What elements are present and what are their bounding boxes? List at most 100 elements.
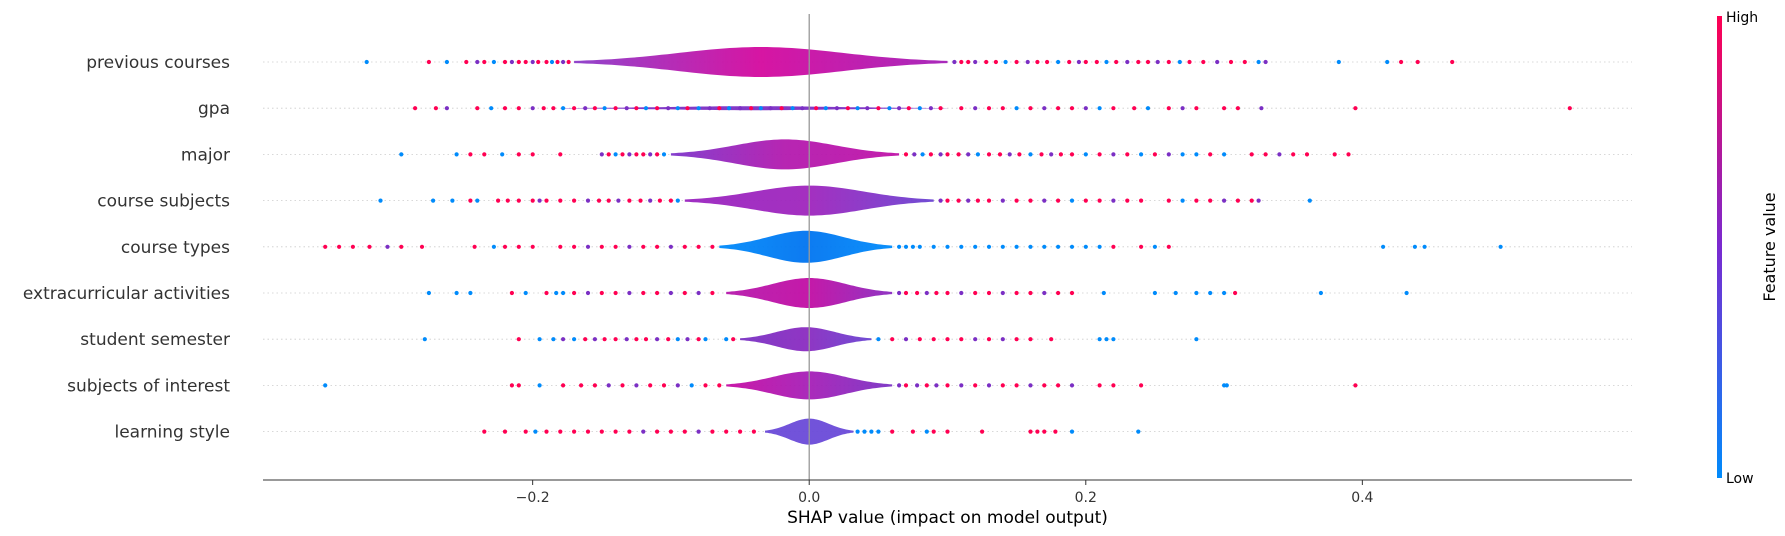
data-point bbox=[675, 106, 680, 111]
data-point bbox=[751, 429, 757, 434]
data-point bbox=[661, 383, 667, 388]
data-point bbox=[1083, 59, 1088, 65]
data-point bbox=[707, 106, 712, 111]
data-point bbox=[1155, 59, 1160, 65]
data-point bbox=[454, 152, 459, 157]
data-point bbox=[323, 244, 328, 249]
data-point bbox=[1028, 106, 1033, 111]
data-point bbox=[1450, 59, 1455, 65]
data-point bbox=[959, 290, 964, 296]
data-point bbox=[934, 383, 939, 388]
data-point bbox=[572, 106, 577, 111]
data-point bbox=[579, 383, 584, 388]
data-point bbox=[666, 337, 671, 342]
data-point bbox=[738, 429, 743, 434]
data-point bbox=[920, 152, 925, 157]
data-point bbox=[505, 198, 510, 203]
data-point bbox=[1069, 383, 1075, 388]
data-point bbox=[1014, 106, 1019, 111]
data-point bbox=[620, 152, 625, 157]
data-point bbox=[703, 337, 708, 342]
data-point bbox=[1000, 198, 1005, 203]
data-point bbox=[682, 290, 687, 296]
data-point bbox=[661, 152, 667, 157]
data-point bbox=[956, 198, 961, 203]
data-point bbox=[1224, 383, 1229, 388]
data-point bbox=[931, 429, 936, 434]
violin-body bbox=[719, 230, 893, 263]
data-point bbox=[1097, 152, 1102, 157]
data-point bbox=[903, 152, 909, 157]
data-point bbox=[903, 290, 909, 296]
colorbar-high-label: High bbox=[1726, 10, 1758, 26]
data-point bbox=[726, 106, 732, 111]
data-point bbox=[1222, 198, 1227, 203]
data-point bbox=[931, 337, 936, 342]
feature-row: course types bbox=[121, 230, 1632, 263]
data-point bbox=[1353, 106, 1358, 111]
data-point bbox=[641, 429, 646, 434]
data-point bbox=[509, 59, 514, 65]
data-point bbox=[516, 383, 521, 388]
data-point bbox=[413, 106, 418, 111]
data-point bbox=[1567, 106, 1572, 111]
data-point bbox=[931, 244, 936, 249]
data-point bbox=[561, 59, 566, 65]
data-point bbox=[523, 59, 528, 65]
data-point bbox=[685, 337, 690, 342]
colorbar-title: Feature value bbox=[1760, 192, 1779, 301]
violin-body bbox=[574, 47, 948, 77]
data-point bbox=[675, 198, 680, 203]
data-point bbox=[731, 337, 736, 342]
data-point bbox=[975, 152, 981, 157]
data-point bbox=[641, 290, 646, 296]
data-point bbox=[1222, 152, 1227, 157]
data-point bbox=[952, 59, 957, 65]
data-point bbox=[917, 337, 922, 342]
data-point bbox=[966, 59, 971, 65]
data-point bbox=[537, 198, 542, 203]
data-point bbox=[717, 383, 722, 388]
data-point bbox=[1242, 59, 1247, 65]
data-point bbox=[959, 337, 964, 342]
data-point bbox=[613, 106, 618, 111]
data-point bbox=[555, 59, 560, 65]
data-point bbox=[641, 152, 646, 157]
data-point bbox=[1104, 337, 1109, 342]
x-tick-label: 0.4 bbox=[1351, 490, 1373, 506]
data-point bbox=[1049, 152, 1054, 157]
data-point bbox=[558, 429, 563, 434]
data-point bbox=[1058, 152, 1063, 157]
data-point bbox=[1139, 383, 1144, 388]
data-point bbox=[915, 290, 920, 296]
data-point bbox=[890, 429, 895, 434]
data-point bbox=[1194, 290, 1199, 296]
data-point bbox=[1056, 383, 1061, 388]
data-point bbox=[986, 244, 992, 249]
data-point bbox=[1336, 59, 1341, 65]
data-point bbox=[1166, 244, 1171, 249]
data-point bbox=[910, 429, 916, 434]
data-point bbox=[1222, 290, 1227, 296]
data-point bbox=[1259, 106, 1264, 111]
data-point bbox=[1166, 59, 1171, 65]
data-point bbox=[516, 198, 521, 203]
data-point bbox=[523, 429, 528, 434]
feature-label: subjects of interest bbox=[67, 376, 230, 396]
data-point bbox=[1014, 290, 1019, 296]
data-point bbox=[1201, 59, 1206, 65]
data-point bbox=[468, 290, 473, 296]
data-point bbox=[1180, 106, 1185, 111]
data-point bbox=[1114, 59, 1119, 65]
feature-label: learning style bbox=[114, 423, 230, 443]
data-point bbox=[724, 429, 729, 434]
data-point bbox=[655, 429, 660, 434]
data-point bbox=[876, 106, 881, 111]
data-point bbox=[887, 106, 892, 111]
data-point bbox=[814, 106, 819, 111]
feature-row: major bbox=[181, 139, 1632, 170]
data-point bbox=[1014, 198, 1019, 203]
data-point bbox=[689, 383, 694, 388]
data-point bbox=[502, 106, 508, 111]
data-point bbox=[1097, 337, 1102, 342]
